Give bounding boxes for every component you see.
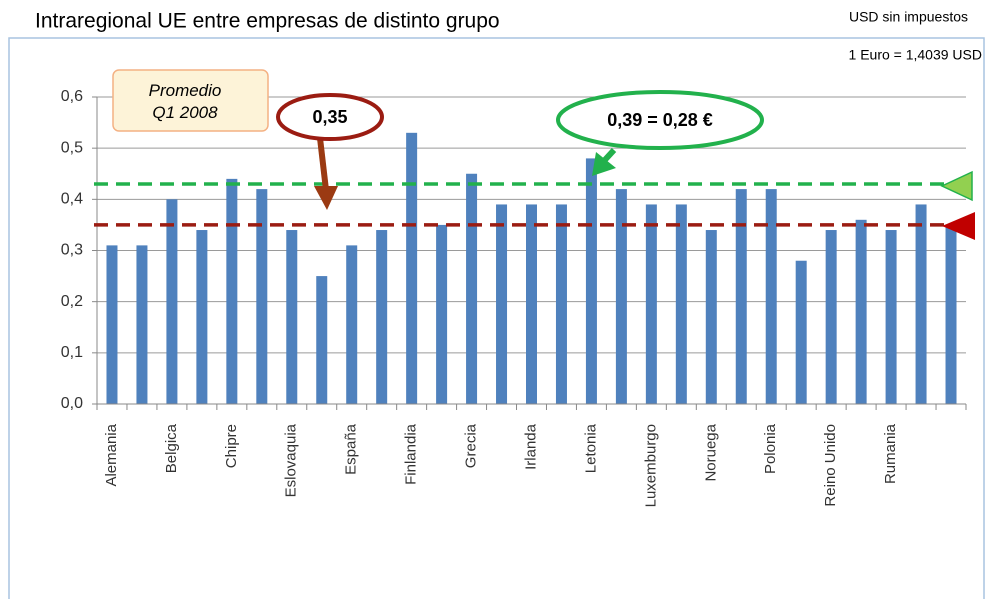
green-marker	[940, 170, 973, 202]
bar	[825, 230, 837, 404]
y-tick-label: 0,2	[61, 293, 83, 310]
x-tick-label: Luxemburgo	[642, 424, 659, 507]
x-tick-label: Eslovaquia	[283, 423, 300, 497]
bar	[286, 230, 298, 404]
y-tick-label: 0,6	[61, 88, 83, 105]
y-tick-label: 0,3	[61, 242, 83, 259]
bar	[526, 204, 537, 404]
x-tick-label: Polonia	[762, 423, 779, 474]
note: 1 Euro = 1,4039 USD	[849, 47, 982, 63]
x-tick-label: Grecia	[463, 423, 480, 468]
red-ellipse	[276, 93, 384, 141]
bar	[915, 204, 927, 404]
y-tick-label: 0,0	[61, 395, 83, 412]
bar	[346, 245, 358, 404]
red-arrow-head	[314, 186, 338, 210]
bar	[795, 260, 807, 404]
bar	[765, 189, 777, 404]
x-tick-label: España	[343, 423, 360, 475]
bar	[406, 132, 418, 405]
bar	[106, 245, 118, 404]
bar	[705, 230, 717, 404]
x-tick-label: Finlandia	[403, 423, 420, 485]
x-tick-label: Irlanda	[522, 423, 539, 470]
subtitle: USD sin impuestos	[849, 9, 968, 25]
bar	[136, 245, 148, 404]
bar	[436, 224, 448, 404]
bar	[615, 189, 627, 404]
bar	[645, 204, 657, 404]
bar	[166, 199, 178, 404]
x-tick-label: Noruega	[702, 423, 719, 481]
y-tick-label: 0,4	[61, 191, 83, 208]
chart-frame	[8, 37, 985, 599]
x-tick-label: Chipre	[223, 424, 240, 468]
bar	[226, 178, 238, 404]
bar	[256, 189, 268, 404]
bar	[885, 230, 897, 404]
bar	[496, 204, 508, 404]
bar	[675, 204, 687, 404]
bar	[376, 230, 388, 404]
chart-title: Intraregional UE entre empresas de disti…	[35, 10, 500, 33]
red-marker	[942, 212, 975, 240]
bar	[196, 230, 208, 404]
y-tick-label: 0,1	[61, 344, 83, 361]
bar	[945, 224, 957, 404]
green-arrow-head	[592, 152, 616, 176]
x-tick-label: Reino Unido	[822, 424, 839, 507]
red-label: 0,35	[312, 107, 347, 127]
bar	[555, 204, 567, 404]
green-ellipse	[556, 90, 764, 150]
x-tick-label: Alemania	[103, 423, 120, 486]
x-tick-label: Rumania	[882, 423, 899, 484]
red-arrow	[317, 137, 329, 191]
bar	[316, 276, 328, 404]
x-tick-label: Letonia	[582, 423, 599, 473]
bar	[735, 189, 747, 404]
green-label: 0,39 = 0,28 €	[607, 110, 713, 130]
bar	[585, 158, 597, 404]
y-tick-label: 0,5	[61, 139, 83, 156]
annotation: Promedio Q1 2008	[149, 81, 222, 122]
annotation-box	[112, 69, 269, 132]
x-tick-label: Belgica	[163, 423, 180, 473]
bar	[466, 173, 478, 404]
bar	[855, 219, 867, 404]
